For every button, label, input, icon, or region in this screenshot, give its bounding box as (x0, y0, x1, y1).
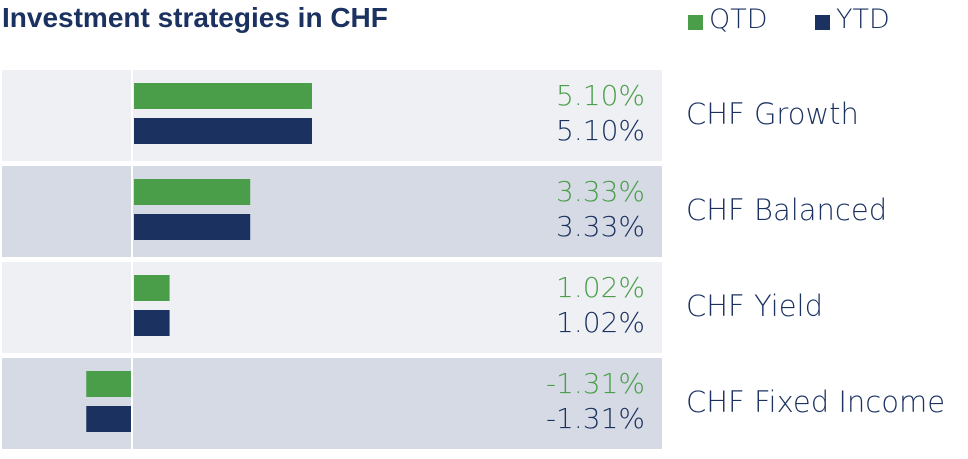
category-label: CHF Fixed Income (686, 385, 945, 419)
bar-qtd (134, 275, 170, 301)
bar-ytd (134, 310, 170, 336)
bar-qtd (134, 179, 251, 205)
data-label-qtd: 3.33% (556, 175, 645, 208)
bar-ytd (134, 118, 312, 144)
legend-item-qtd: QTD (688, 4, 768, 35)
data-label-ytd: 3.33% (556, 210, 645, 243)
data-label-qtd: 1.02% (556, 271, 645, 304)
row-band (2, 70, 662, 161)
data-label-ytd: -1.31% (546, 402, 645, 435)
bar-qtd (86, 371, 132, 397)
category-label: CHF Growth (686, 97, 859, 131)
legend-swatch-qtd (688, 14, 703, 30)
chart-title: Investment strategies in CHF (2, 2, 388, 33)
bar-ytd (134, 214, 251, 240)
row-band (2, 262, 662, 353)
data-label-ytd: 1.02% (556, 306, 645, 339)
bar-ytd (86, 406, 132, 432)
row-band (2, 166, 662, 257)
category-label: CHF Yield (686, 289, 823, 323)
category-label: CHF Balanced (686, 193, 887, 227)
legend-item-ytd: YTD (815, 4, 890, 35)
data-label-qtd: 5.10% (556, 79, 645, 112)
legend-label-qtd: QTD (709, 4, 768, 35)
bar-qtd (134, 83, 312, 109)
data-label-ytd: 5.10% (556, 114, 645, 147)
data-label-qtd: -1.31% (546, 367, 645, 400)
legend-swatch-ytd (815, 14, 830, 30)
legend-label-ytd: YTD (836, 4, 890, 35)
